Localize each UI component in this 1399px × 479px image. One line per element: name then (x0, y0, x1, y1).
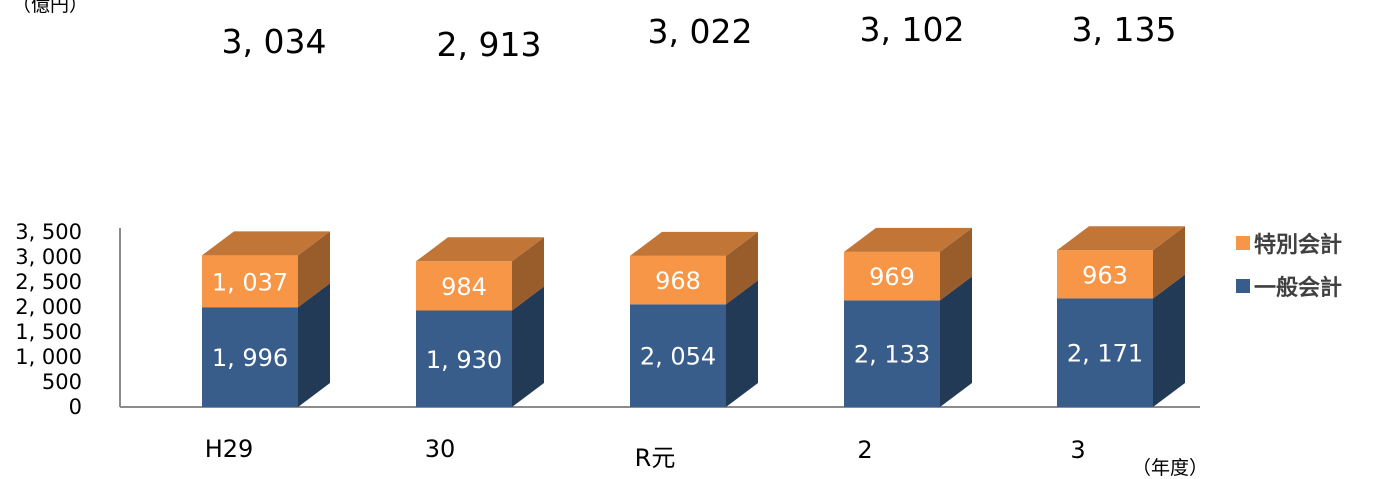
y-tick-label: 3, 000 (15, 245, 82, 269)
legend-swatch (1236, 236, 1250, 250)
bar-segment-general (202, 307, 298, 407)
bar-segment-special (202, 255, 298, 308)
bar-segment-special (630, 255, 726, 305)
y-tick-label: 2, 000 (15, 295, 82, 319)
bar-top (630, 231, 758, 256)
bar-side-general (1153, 274, 1185, 407)
bar-top (202, 231, 330, 256)
legend-label: 特別会計 (1254, 232, 1342, 258)
bar-top (416, 237, 544, 262)
data-label: 1, 037 (212, 268, 288, 296)
total-label: 3, 135 (1072, 10, 1177, 49)
labels: 1, 996 1, 037 1, 930 984 2, 054 968 2, 133 969 2… (212, 10, 1177, 374)
bar-side-general (726, 280, 758, 407)
x-tick-label: 30 (425, 435, 456, 463)
data-label: 1, 996 (212, 344, 288, 372)
x-tick-label: H29 (205, 435, 254, 463)
y-tick-label: 1, 000 (15, 345, 82, 369)
legend-label: 一般会計 (1254, 275, 1342, 301)
x-tick-label: 3 (1070, 436, 1085, 464)
bar-side-general (512, 286, 544, 407)
total-label: 3, 034 (222, 22, 327, 61)
bar-side-special (726, 231, 758, 305)
bar-side-special (940, 227, 972, 301)
bars (202, 226, 1185, 407)
x-tick-label: R元 (635, 444, 676, 472)
y-tick-label: 500 (42, 370, 82, 394)
data-label: 984 (441, 273, 487, 301)
bar-side-general (940, 276, 972, 407)
bar-segment-general (844, 300, 940, 407)
data-label: 1, 930 (426, 346, 502, 374)
x-axis-unit-label: （年度） (1132, 457, 1208, 479)
total-label: 2, 913 (437, 25, 542, 64)
data-label: 963 (1082, 261, 1128, 289)
y-tick-label: 3, 500 (15, 220, 82, 244)
y-tick-label: 1, 500 (15, 320, 82, 344)
bar-side-general (298, 283, 330, 407)
bar-segment-general (630, 304, 726, 407)
bar-segment-special (416, 261, 512, 311)
legend-swatch (1236, 279, 1250, 293)
bar-top (844, 227, 972, 252)
bar-segment-general (1057, 298, 1153, 407)
data-label: 2, 133 (854, 341, 930, 369)
total-label: 3, 022 (648, 12, 753, 51)
data-label: 968 (655, 267, 701, 295)
data-label: 969 (869, 263, 915, 291)
total-label: 3, 102 (860, 10, 965, 49)
bar-side-special (512, 237, 544, 311)
bar-side-special (298, 231, 330, 308)
bar-segment-special (1057, 250, 1153, 299)
y-tick-label: 2, 500 (15, 270, 82, 294)
data-label: 2, 171 (1067, 340, 1143, 368)
y-tick-label: 0 (69, 395, 82, 419)
bar-side-special (1153, 226, 1185, 299)
bar-segment-general (416, 310, 512, 407)
bar-segment-special (844, 251, 940, 301)
data-label: 2, 054 (640, 343, 716, 371)
y-axis-unit-label: （億円） (12, 0, 88, 16)
x-tick-label: 2 (857, 436, 872, 464)
bar-top (1057, 226, 1185, 251)
